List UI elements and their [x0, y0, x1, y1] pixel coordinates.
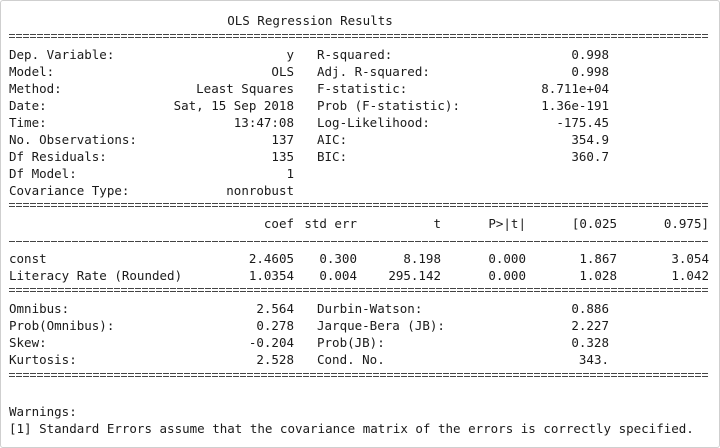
label-jarque-bera: Jarque-Bera (JB): — [317, 318, 445, 333]
top-rule — [9, 34, 709, 38]
coef-cell: 0.300 — [319, 251, 357, 266]
label-kurtosis: Kurtosis: — [9, 352, 77, 367]
value-bic: 360.7 — [571, 149, 609, 164]
coef-cell: 2.4605 — [248, 251, 294, 266]
header-ci-high: 0.975] — [663, 216, 709, 231]
value-durbin-watson: 0.886 — [571, 301, 609, 316]
value-cond-no: 343. — [578, 352, 609, 367]
value-skew: -0.204 — [248, 335, 294, 350]
label-model: Model: — [9, 64, 55, 79]
coef-row-name: const — [9, 251, 47, 266]
value-model: OLS — [271, 64, 294, 79]
coef-cell: 0.000 — [488, 251, 526, 266]
label-df-model: Df Model: — [9, 166, 77, 181]
warnings-heading: Warnings: — [9, 404, 77, 419]
header-ci-low: [0.025 — [571, 216, 617, 231]
coef-top-rule — [9, 203, 709, 207]
value-adj-r-squared: 0.998 — [571, 64, 609, 79]
value-aic: 354.9 — [571, 132, 609, 147]
label-f-statistic: F-statistic: — [317, 81, 408, 96]
label-cond-no: Cond. No. — [317, 352, 385, 367]
value-r-squared: 0.998 — [571, 47, 609, 62]
label-r-squared: R-squared: — [317, 47, 393, 62]
label-no-observations: No. Observations: — [9, 132, 137, 147]
label-dep-variable: Dep. Variable: — [9, 47, 115, 62]
value-prob-jb: 0.328 — [571, 335, 609, 350]
label-bic: BIC: — [317, 149, 348, 164]
coef-cell: 8.198 — [403, 251, 441, 266]
label-prob-jb: Prob(JB): — [317, 335, 385, 350]
value-df-residuals: 135 — [271, 149, 294, 164]
label-omnibus: Omnibus: — [9, 301, 70, 316]
value-log-likelihood: -175.45 — [556, 115, 609, 130]
warning-line: [1] Standard Errors assume that the cova… — [9, 421, 694, 436]
coef-cell: 1.028 — [579, 268, 617, 283]
coef-cell: 1.0354 — [248, 268, 294, 283]
coef-cell: 295.142 — [388, 268, 441, 283]
header-std-err: std err — [304, 216, 357, 231]
label-log-likelihood: Log-Likelihood: — [317, 115, 430, 130]
value-method: Least Squares — [196, 81, 294, 96]
coef-cell: 3.054 — [671, 251, 709, 266]
value-df-model: 1 — [286, 166, 294, 181]
value-covariance-type: nonrobust — [226, 183, 294, 198]
value-prob-omnibus: 0.278 — [256, 318, 294, 333]
results-title: OLS Regression Results — [227, 13, 393, 28]
coef-row-name: Literacy Rate (Rounded) — [9, 268, 183, 283]
resid-top-rule — [9, 288, 709, 292]
value-dep-variable: y — [286, 47, 294, 62]
bottom-rule — [9, 373, 709, 377]
coef-cell: 0.004 — [319, 268, 357, 283]
coef-header-rule — [9, 241, 709, 242]
value-prob-f-statistic: 1.36e-191 — [541, 98, 609, 113]
label-skew: Skew: — [9, 335, 47, 350]
label-durbin-watson: Durbin-Watson: — [317, 301, 423, 316]
header-t: t — [433, 216, 441, 231]
label-date: Date: — [9, 98, 47, 113]
value-no-observations: 137 — [271, 132, 294, 147]
value-date: Sat, 15 Sep 2018 — [173, 98, 294, 113]
value-kurtosis: 2.528 — [256, 352, 294, 367]
value-jarque-bera: 2.227 — [571, 318, 609, 333]
label-adj-r-squared: Adj. R-squared: — [317, 64, 430, 79]
label-time: Time: — [9, 115, 47, 130]
coef-cell: 1.867 — [579, 251, 617, 266]
coef-cell: 1.042 — [671, 268, 709, 283]
label-prob-omnibus: Prob(Omnibus): — [9, 318, 115, 333]
value-f-statistic: 8.711e+04 — [541, 81, 609, 96]
label-method: Method: — [9, 81, 62, 96]
header-p-value: P>|t| — [488, 216, 526, 231]
label-aic: AIC: — [317, 132, 348, 147]
header-coef: coef — [263, 216, 294, 231]
coef-cell: 0.000 — [488, 268, 526, 283]
label-prob-f-statistic: Prob (F-statistic): — [317, 98, 460, 113]
value-time: 13:47:08 — [233, 115, 294, 130]
label-df-residuals: Df Residuals: — [9, 149, 107, 164]
label-covariance-type: Covariance Type: — [9, 183, 130, 198]
value-omnibus: 2.564 — [256, 301, 294, 316]
